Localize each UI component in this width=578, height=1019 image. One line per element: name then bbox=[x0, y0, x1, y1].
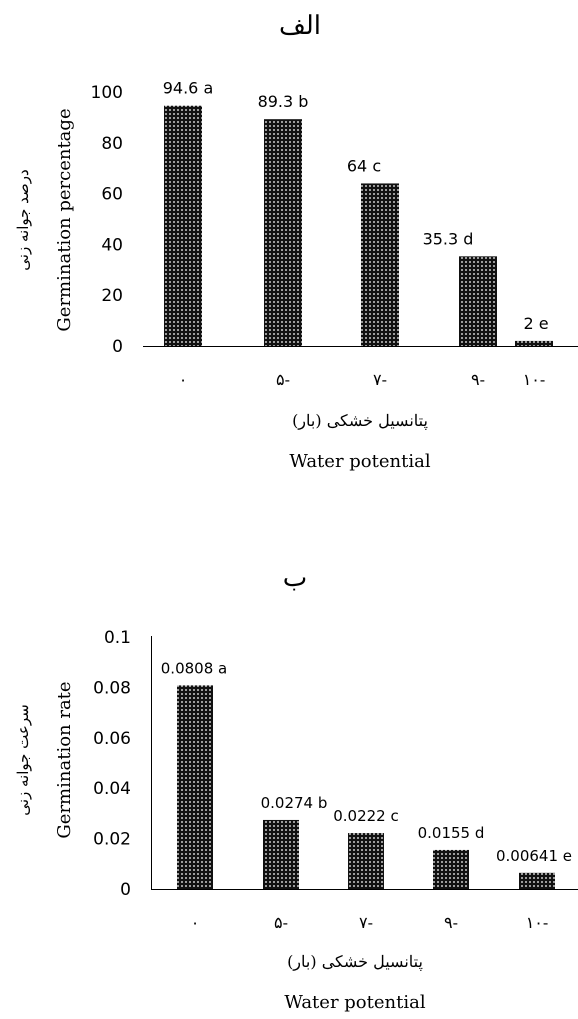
chart-1-ylabel: Germination percentage bbox=[54, 108, 75, 331]
chart-2-data-label: 0.0274 b bbox=[261, 794, 328, 812]
chart-2-bar bbox=[348, 833, 384, 889]
chart-2-y-tick-label: 0.02 bbox=[93, 830, 131, 850]
chart-2-bar bbox=[433, 849, 469, 889]
chart-1-bar bbox=[459, 256, 497, 346]
chart-1-y-tick-label: 80 bbox=[101, 134, 123, 154]
chart-1-bar bbox=[164, 105, 202, 346]
chart-1-bars bbox=[164, 105, 553, 346]
chart-1-data-labels: 94.6 a 89.3 b 64 c 35.3 d 2 e bbox=[163, 79, 549, 333]
chart-2-data-label: 0.00641 e bbox=[496, 847, 572, 865]
chart-2-x-tick-label: ۷- bbox=[359, 913, 373, 932]
chart-2-y-tick-label: 0.08 bbox=[93, 678, 131, 698]
chart-1-y-tick-label: 60 bbox=[101, 185, 123, 205]
chart-2-data-label: 0.0222 c bbox=[333, 807, 399, 825]
chart-2-y-tick-label: 0 bbox=[120, 880, 131, 900]
chart-1-bar bbox=[515, 340, 553, 346]
chart-2-bar bbox=[263, 819, 299, 889]
chart-2-data-label: 0.0808 a bbox=[161, 659, 227, 677]
chart-2-x-tick-label: ۵- bbox=[274, 913, 288, 932]
chart-1-x-tick-label: ۵- bbox=[276, 370, 290, 389]
chart-1-data-label: 2 e bbox=[523, 314, 548, 333]
chart-1-y-tick-label: 40 bbox=[101, 235, 123, 255]
chart-1-data-label: 35.3 d bbox=[423, 229, 474, 248]
chart-1-data-label: 64 c bbox=[347, 156, 381, 175]
chart-1-y-tick-label: 20 bbox=[101, 286, 123, 306]
chart-2-ylabel: Germination rate bbox=[54, 681, 75, 838]
chart-2-xlabel: Water potential bbox=[284, 992, 425, 1013]
chart-2-y-tick-label: 0.04 bbox=[93, 779, 131, 799]
chart-2-y-ticks: 0 0.02 0.04 0.06 0.08 0.1 bbox=[93, 628, 131, 900]
chart-1-title: الف bbox=[279, 11, 321, 41]
chart-1-bar bbox=[264, 119, 302, 346]
chart-2-y-tick-label: 0.1 bbox=[104, 628, 131, 648]
chart-1-x-tick-label: ۹- bbox=[471, 370, 485, 389]
chart-2-y-tick-label: 0.06 bbox=[93, 729, 131, 749]
chart-1-y-ticks: 0 20 40 60 80 100 bbox=[91, 83, 123, 357]
chart-2-data-label: 0.0155 d bbox=[418, 824, 485, 842]
chart-1-y-tick-label: 100 bbox=[91, 83, 123, 103]
chart-2-title: ب bbox=[283, 563, 307, 593]
chart-1-ylabel-fa: درصد جوانه زنی bbox=[14, 169, 32, 270]
chart-2-x-tick-label: ۹- bbox=[444, 913, 458, 932]
chart-2-xlabel-fa: پتانسیل خشکی (بار) bbox=[287, 952, 423, 971]
chart-2-bar bbox=[519, 872, 555, 889]
chart-2-bars bbox=[177, 685, 555, 889]
chart-1-y-tick-label: 0 bbox=[112, 337, 123, 357]
chart-2-ylabel-fa: سرعت جوانه زنی bbox=[14, 704, 32, 815]
chart-1-xlabel-fa: پتانسیل خشکی (بار) bbox=[292, 411, 428, 430]
chart-1-data-label: 89.3 b bbox=[258, 92, 309, 111]
chart-1: الف درصد جوانه زنی Germination percentag… bbox=[14, 11, 578, 472]
chart-2-bar bbox=[177, 685, 213, 889]
chart-1-x-tick-label: ۰ bbox=[179, 370, 188, 389]
chart-1-x-tick-label: ۷- bbox=[373, 370, 387, 389]
chart-1-xlabel: Water potential bbox=[289, 451, 430, 472]
chart-1-bar bbox=[361, 183, 399, 346]
chart-1-x-ticks: ۰ ۵- ۷- ۹- ۱۰- bbox=[179, 370, 546, 389]
chart-2-x-ticks: ۰ ۵- ۷- ۹- ۱۰- bbox=[191, 913, 549, 932]
chart-1-x-tick-label: ۱۰- bbox=[523, 370, 546, 389]
chart-1-data-label: 94.6 a bbox=[163, 79, 214, 98]
chart-2-x-tick-label: ۱۰- bbox=[526, 913, 549, 932]
chart-2: ب سرعت جوانه زنی Germination rate 00.020… bbox=[14, 563, 578, 1013]
chart-2-data-labels: 0.0808 a 0.0274 b 0.0222 c 0.0155 d 0.00641 … bbox=[161, 659, 572, 864]
chart-2-x-tick-label: ۰ bbox=[191, 913, 200, 932]
